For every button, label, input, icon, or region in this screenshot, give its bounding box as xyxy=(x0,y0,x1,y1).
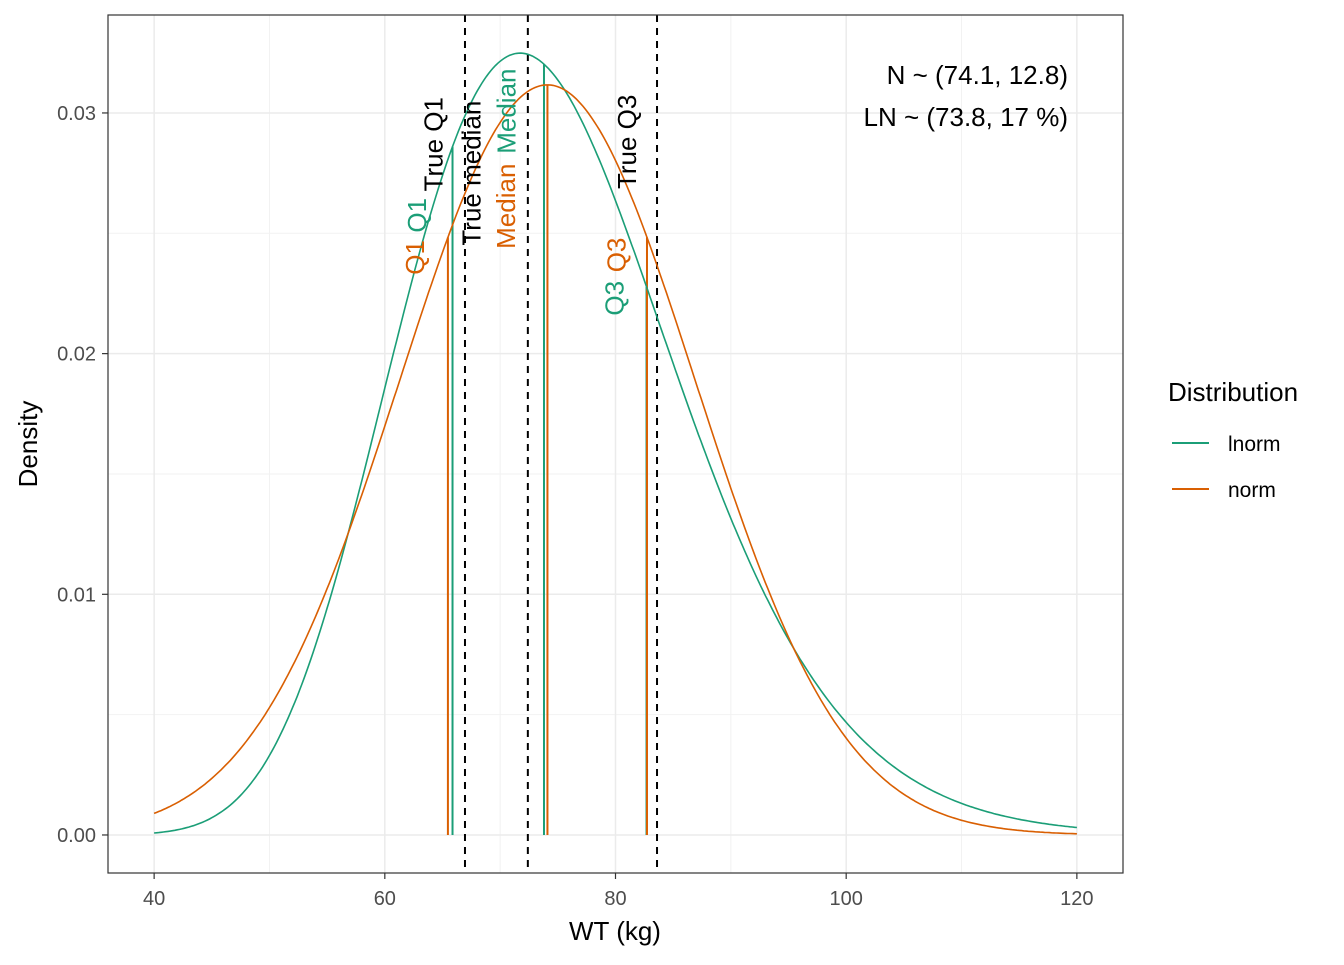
quantile-label: Median xyxy=(491,68,521,153)
quantile-label: True Q1 xyxy=(418,97,448,191)
lnorm-density-curve xyxy=(154,52,1077,834)
quantile-label: Median xyxy=(491,164,521,249)
quantile-segments xyxy=(446,64,648,835)
quantile-labels: True Q1 True median True Q3 Q1 Median Q3 Q1 Med… xyxy=(400,68,642,315)
x-axis-title: WT (kg) xyxy=(569,916,661,946)
quantile-label: Q3 xyxy=(602,238,632,273)
annotation-normal: N ~ (74.1, 12.8) xyxy=(887,60,1068,90)
x-tick-label: 40 xyxy=(143,888,165,910)
grid xyxy=(108,15,1123,873)
y-tick-label: 0.03 xyxy=(57,103,96,125)
x-tick-label: 100 xyxy=(829,888,862,910)
density-curves xyxy=(153,52,1077,835)
y-tick-label: 0.02 xyxy=(57,344,96,366)
quantile-label: True Q3 xyxy=(612,95,642,189)
true-quantile-lines xyxy=(463,15,659,873)
quantile-label: Q3 xyxy=(599,281,629,316)
y-axis-title: Density xyxy=(13,401,43,488)
axis-ticks: 40 60 80 100 120 0.00 0.01 0.02 0.03 xyxy=(57,103,1093,910)
legend-title: Distribution xyxy=(1168,377,1298,407)
legend: Distribution lnorm norm xyxy=(1168,377,1298,502)
x-tick-label: 120 xyxy=(1060,888,1093,910)
x-tick-label: 60 xyxy=(374,888,396,910)
y-tick-label: 0.00 xyxy=(57,825,96,847)
quantile-label: True median xyxy=(457,101,487,246)
quantile-label: Q1 xyxy=(402,198,432,233)
annotation-lognormal: LN ~ (73.8, 17 %) xyxy=(864,102,1069,132)
y-tick-label: 0.01 xyxy=(57,584,96,606)
legend-label-lnorm: lnorm xyxy=(1228,433,1281,456)
quantile-label: Q1 xyxy=(400,240,430,275)
x-tick-label: 80 xyxy=(604,888,626,910)
norm-density-curve xyxy=(153,84,1077,835)
legend-label-norm: norm xyxy=(1228,479,1276,502)
